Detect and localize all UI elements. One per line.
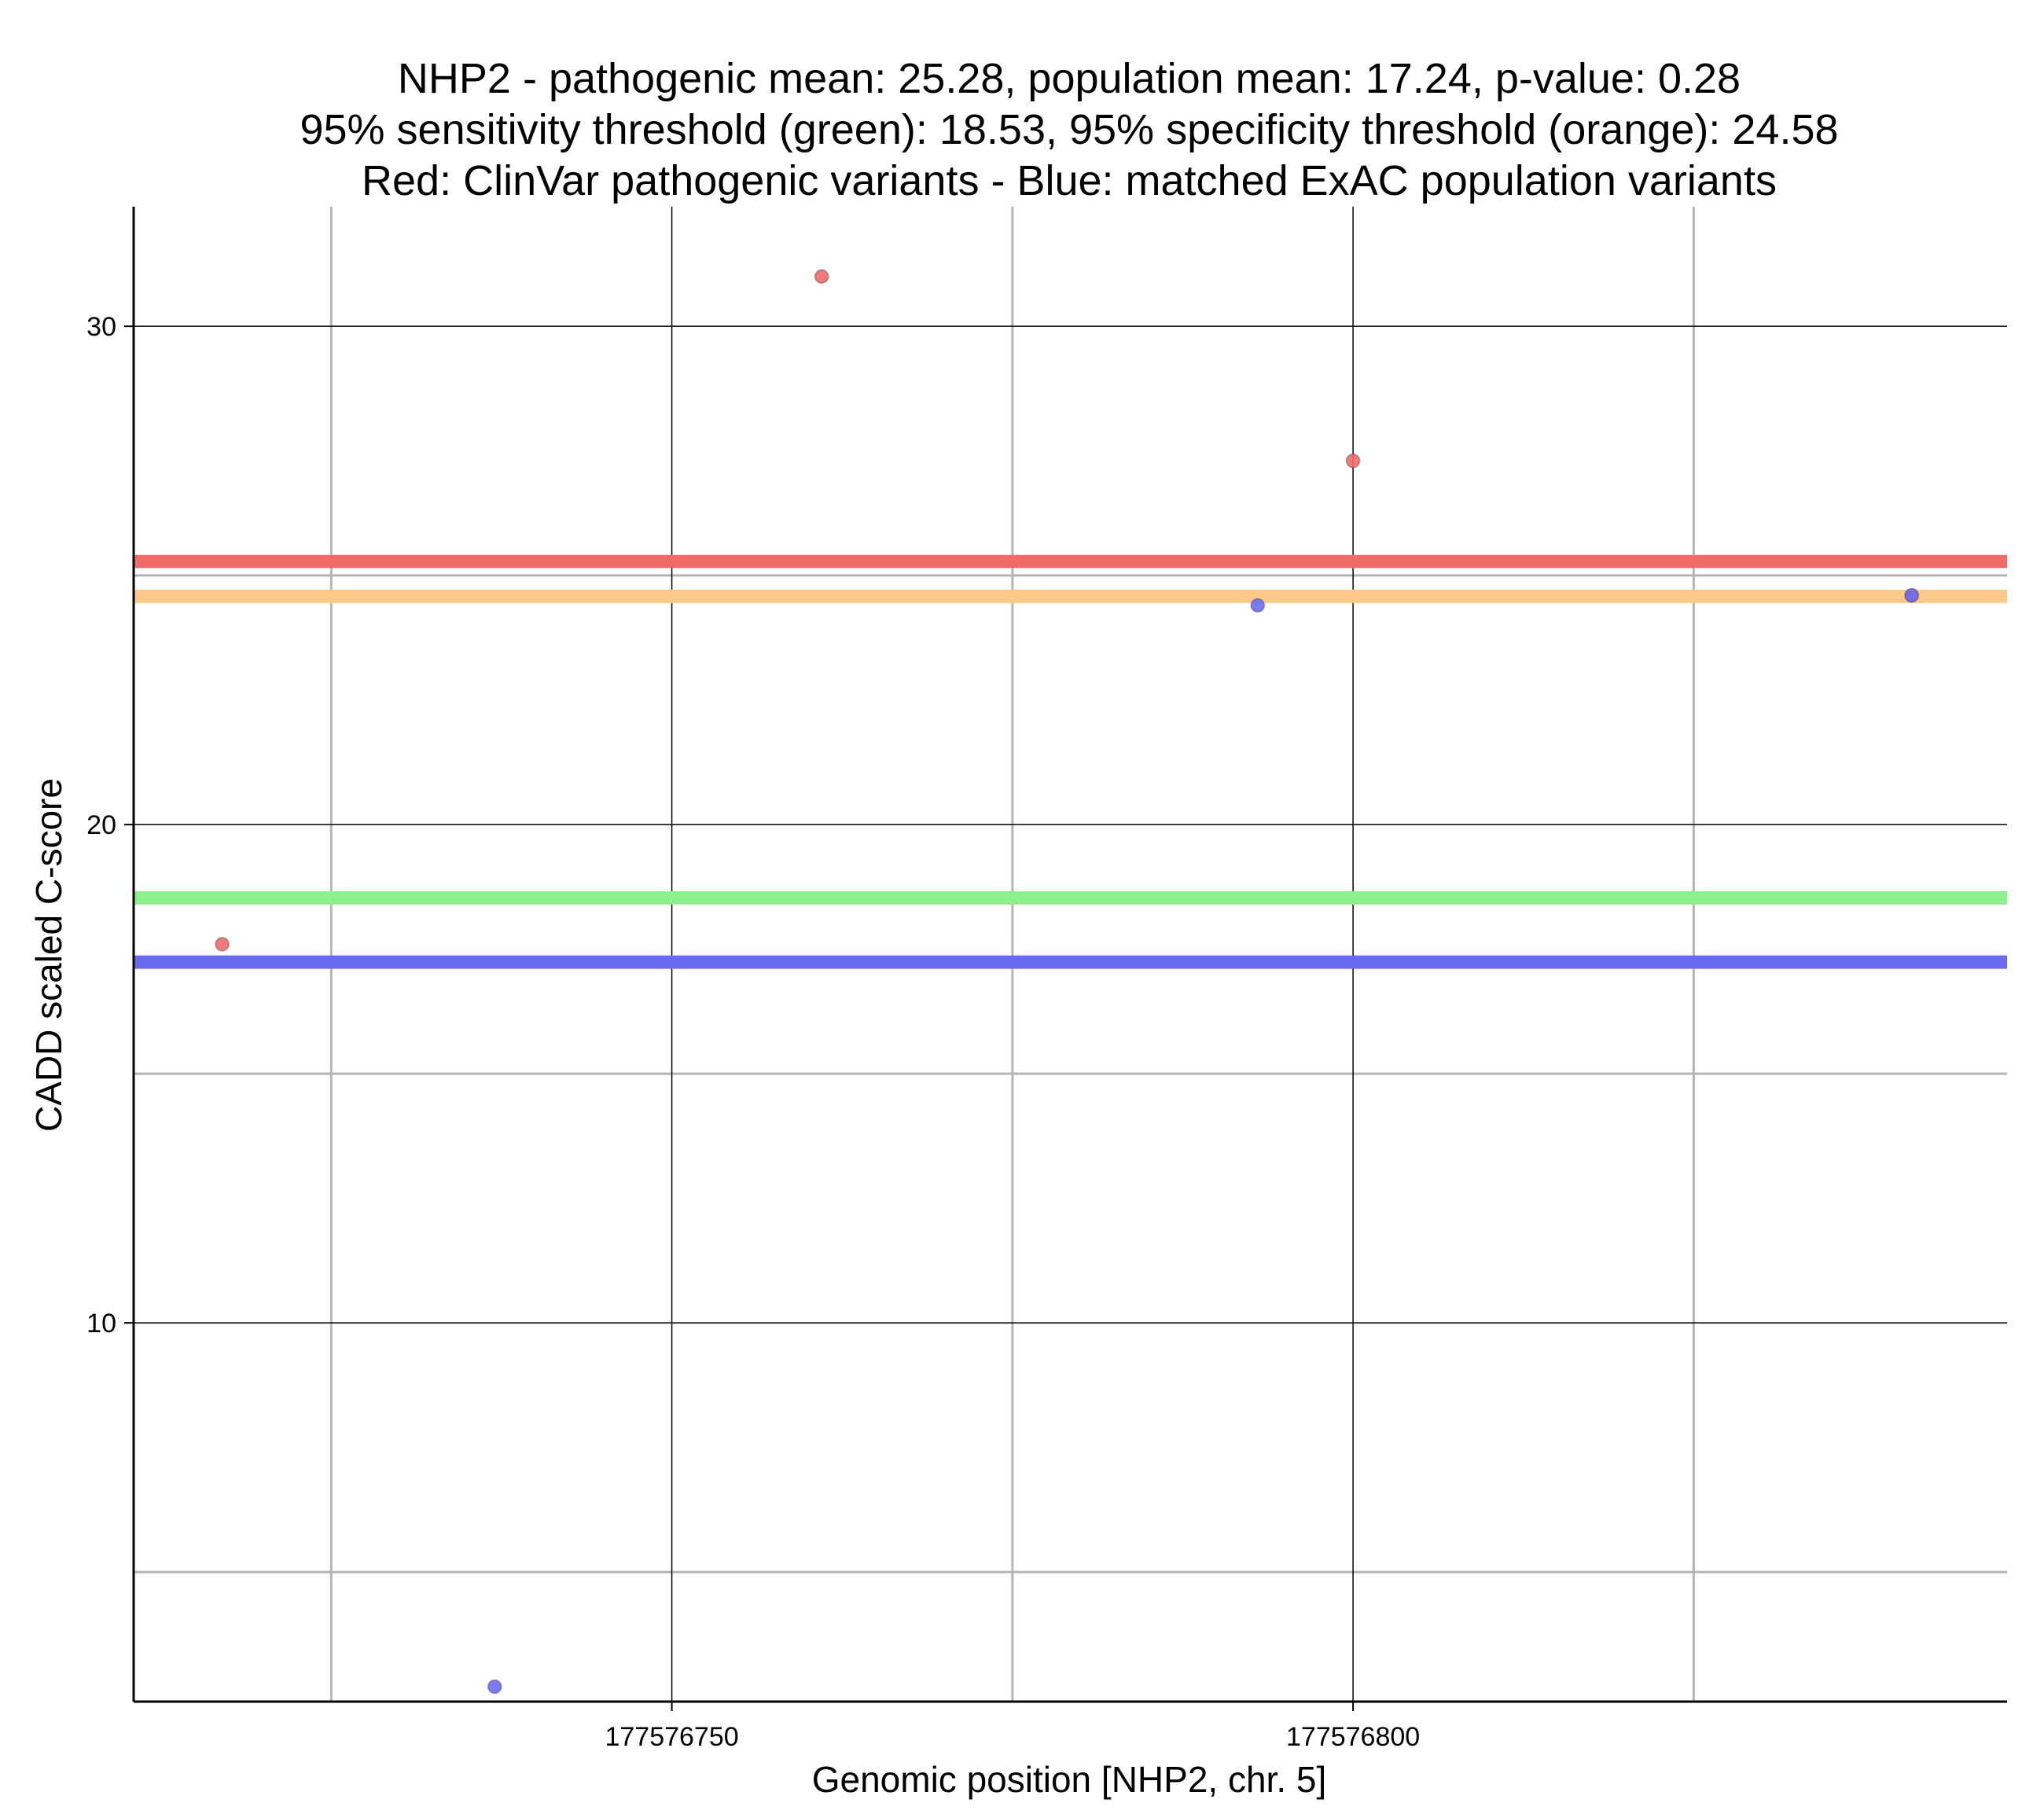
title-line-2: 95% sensitivity threshold (green): 18.53… xyxy=(300,106,1838,153)
y-tick-label-0: 10 xyxy=(86,1309,116,1338)
population-point-1 xyxy=(1250,597,1266,613)
y-tick-label-1: 20 xyxy=(86,810,116,840)
axes xyxy=(132,207,2007,1703)
pathogenic-point-2 xyxy=(1345,454,1361,468)
pathogenic-point-0 xyxy=(215,937,230,952)
y-axis-title: CADD scaled C-score xyxy=(28,778,69,1132)
population-point-0 xyxy=(487,1679,502,1695)
data-points xyxy=(215,269,1919,1695)
x-axis-title: Genomic position [NHP2, chr. 5] xyxy=(812,1759,1327,1800)
tick-labels: 10 20 30 177576750 177576800 xyxy=(86,312,1420,1752)
reference-lines xyxy=(134,554,2007,969)
title-line-3: Red: ClinVar pathogenic variants - Blue:… xyxy=(362,157,1777,204)
x-tick-label-0: 177576750 xyxy=(605,1722,738,1752)
population-point-2 xyxy=(1904,588,1919,603)
pathogenic-point-1 xyxy=(814,269,829,285)
y-tick-label-2: 30 xyxy=(86,312,116,342)
title-line-1: NHP2 - pathogenic mean: 25.28, populatio… xyxy=(398,55,1741,102)
x-tick-label-1: 177576800 xyxy=(1286,1722,1420,1752)
grid xyxy=(134,207,2007,1702)
chart-title: NHP2 - pathogenic mean: 25.28, populatio… xyxy=(300,55,1838,204)
